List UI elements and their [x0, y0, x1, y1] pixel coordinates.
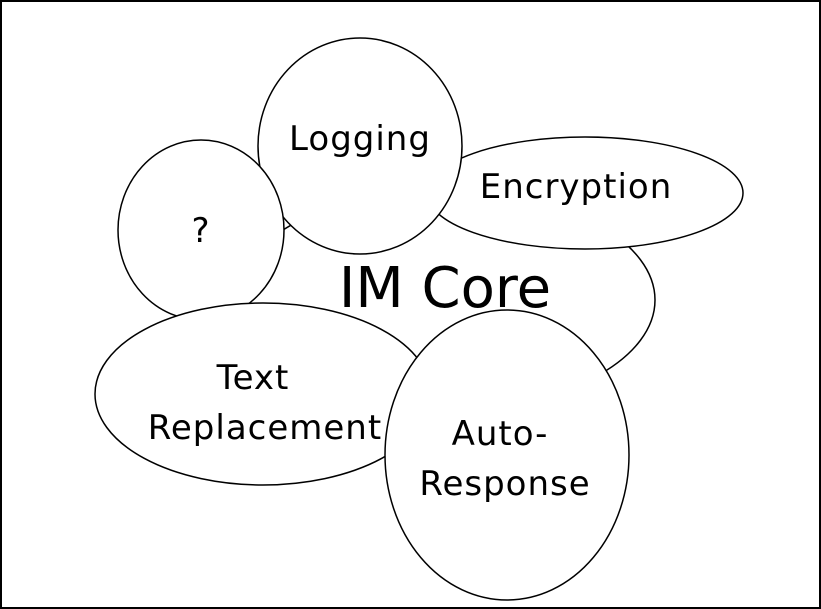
auto-response-label-line1: Auto-	[452, 414, 549, 454]
logging-plugin-shape	[257, 37, 463, 255]
logging-plugin-label: Logging	[289, 119, 431, 159]
encryption-plugin-label: Encryption	[480, 167, 673, 207]
unknown-plugin-label: ?	[191, 211, 210, 251]
im-core-label: IM Core	[339, 256, 551, 321]
auto-response-label-line2: Response	[419, 464, 590, 504]
text-replacement-label-line1: Text	[216, 358, 290, 398]
text-replacement-label-line2: Replacement	[148, 408, 382, 448]
auto-response-plugin-shape	[384, 309, 630, 601]
